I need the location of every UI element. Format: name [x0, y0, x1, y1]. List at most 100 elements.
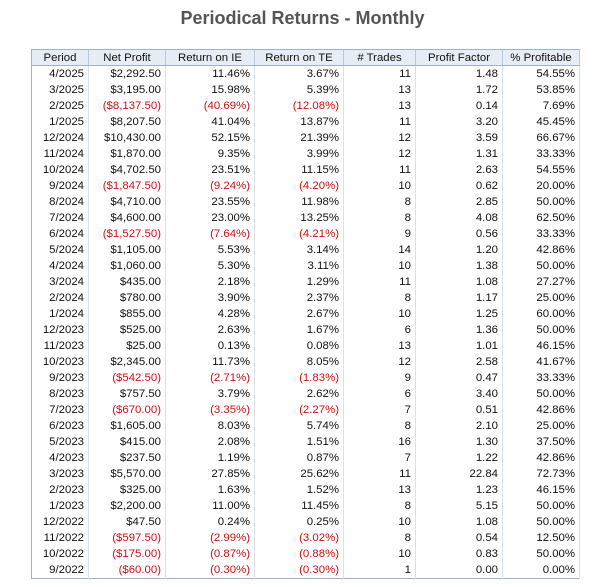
return-on-ie-cell: 0.24% — [165, 514, 255, 530]
percent-profitable-cell: 50.00% — [502, 322, 580, 338]
table-row[interactable]: 9/2024 ($1,847.50) (9.24%) (4.20%) 10 0.62 20.… — [31, 178, 580, 194]
profit-factor-cell: 1.01 — [415, 338, 503, 354]
percent-profitable-cell: 60.00% — [502, 306, 580, 322]
table-row[interactable]: 1/2023 $2,200.00 11.00% 11.45% 8 5.15 50.00% — [31, 498, 580, 514]
table-row[interactable]: 12/2022 $47.50 0.24% 0.25% 10 1.08 50.00% — [31, 514, 580, 530]
return-on-ie-cell: (40.69%) — [165, 98, 255, 114]
table-row[interactable]: 2/2023 $325.00 1.63% 1.52% 13 1.23 46.15% — [31, 482, 580, 498]
trades-cell: 10 — [343, 258, 416, 274]
period-cell: 3/2024 — [31, 274, 89, 290]
table-row[interactable]: 5/2023 $415.00 2.08% 1.51% 16 1.30 37.50% — [31, 434, 580, 450]
profit-factor-cell: 1.25 — [415, 306, 503, 322]
trades-cell: 13 — [343, 482, 416, 498]
trades-cell: 13 — [343, 98, 416, 114]
table-row[interactable]: 4/2024 $1,060.00 5.30% 3.11% 10 1.38 50.00% — [31, 258, 580, 274]
table-row[interactable]: 11/2024 $1,870.00 9.35% 3.99% 12 1.31 33.33% — [31, 146, 580, 162]
percent-profitable-cell: 45.45% — [502, 114, 580, 130]
table-row[interactable]: 3/2023 $5,570.00 27.85% 25.62% 11 22.84 72.73% — [31, 466, 580, 482]
return-on-ie-cell: 2.18% — [165, 274, 255, 290]
return-on-ie-cell: 8.03% — [165, 418, 255, 434]
profit-factor-cell: 1.20 — [415, 242, 503, 258]
period-cell: 7/2023 — [31, 402, 89, 418]
trades-cell: 11 — [343, 466, 416, 482]
table-row[interactable]: 11/2022 ($597.50) (2.99%) (3.02%) 8 0.54 12.50… — [31, 530, 580, 546]
percent-profitable-cell: 50.00% — [502, 258, 580, 274]
profit-factor-cell: 0.00 — [415, 562, 503, 579]
table-row[interactable]: 10/2022 ($175.00) (0.87%) (0.88%) 10 0.83 50.0… — [31, 546, 580, 562]
profit-factor-cell: 1.23 — [415, 482, 503, 498]
net-profit-cell: ($670.00) — [88, 402, 166, 418]
table-row[interactable]: 1/2025 $8,207.50 41.04% 13.87% 11 3.20 45.45% — [31, 114, 580, 130]
table-row[interactable]: 8/2024 $4,710.00 23.55% 11.98% 8 2.85 50.00% — [31, 194, 580, 210]
net-profit-cell: $5,570.00 — [88, 466, 166, 482]
table-row[interactable]: 12/2023 $525.00 2.63% 1.67% 6 1.36 50.00% — [31, 322, 580, 338]
table-row[interactable]: 9/2022 ($60.00) (0.30%) (0.30%) 1 0.00 0.00% — [31, 562, 580, 579]
profit-factor-cell: 1.22 — [415, 450, 503, 466]
percent-profitable-cell: 20.00% — [502, 178, 580, 194]
returns-table-container: Period Net Profit Return on IE Return on… — [31, 49, 580, 579]
percent-profitable-cell: 46.15% — [502, 338, 580, 354]
trades-cell: 8 — [343, 418, 416, 434]
table-row[interactable]: 8/2023 $757.50 3.79% 2.62% 6 3.40 50.00% — [31, 386, 580, 402]
table-row[interactable]: 3/2024 $435.00 2.18% 1.29% 11 1.08 27.27% — [31, 274, 580, 290]
column-header-return-on-te[interactable]: Return on TE — [254, 49, 344, 66]
table-row[interactable]: 5/2024 $1,105.00 5.53% 3.14% 14 1.20 42.86% — [31, 242, 580, 258]
table-row[interactable]: 6/2024 ($1,527.50) (7.64%) (4.21%) 9 0.56 33.3… — [31, 226, 580, 242]
return-on-te-cell: 0.25% — [254, 514, 344, 530]
return-on-te-cell: 11.98% — [254, 194, 344, 210]
table-row[interactable]: 4/2025 $2,292.50 11.46% 3.67% 11 1.48 54.55% — [31, 65, 580, 82]
table-row[interactable]: 9/2023 ($542.50) (2.71%) (1.83%) 9 0.47 33.33% — [31, 370, 580, 386]
profit-factor-cell: 2.63 — [415, 162, 503, 178]
column-header-profit-factor[interactable]: Profit Factor — [415, 49, 503, 66]
return-on-te-cell: 21.39% — [254, 130, 344, 146]
return-on-ie-cell: 5.30% — [165, 258, 255, 274]
column-header-net-profit[interactable]: Net Profit — [88, 49, 166, 66]
column-header-period[interactable]: Period — [31, 49, 89, 66]
net-profit-cell: ($60.00) — [88, 562, 166, 579]
table-row[interactable]: 11/2023 $25.00 0.13% 0.08% 13 1.01 46.15% — [31, 338, 580, 354]
profit-factor-cell: 2.58 — [415, 354, 503, 370]
net-profit-cell: ($542.50) — [88, 370, 166, 386]
column-header-return-on-ie[interactable]: Return on IE — [165, 49, 255, 66]
return-on-te-cell: 3.14% — [254, 242, 344, 258]
return-on-ie-cell: 1.19% — [165, 450, 255, 466]
table-row[interactable]: 7/2024 $4,600.00 23.00% 13.25% 8 4.08 62.50% — [31, 210, 580, 226]
net-profit-cell: $2,200.00 — [88, 498, 166, 514]
net-profit-cell: ($175.00) — [88, 546, 166, 562]
column-header-percent-profitable[interactable]: % Profitable — [502, 49, 580, 66]
return-on-te-cell: 11.15% — [254, 162, 344, 178]
return-on-ie-cell: (0.30%) — [165, 562, 255, 579]
return-on-ie-cell: 2.08% — [165, 434, 255, 450]
return-on-ie-cell: 1.63% — [165, 482, 255, 498]
table-row[interactable]: 10/2024 $4,702.50 23.51% 11.15% 11 2.63 54.55% — [31, 162, 580, 178]
return-on-te-cell: 1.51% — [254, 434, 344, 450]
column-header-trades[interactable]: # Trades — [343, 49, 416, 66]
period-cell: 1/2025 — [31, 114, 89, 130]
table-row[interactable]: 2/2025 ($8,137.50) (40.69%) (12.08%) 13 0.14 7… — [31, 98, 580, 114]
trades-cell: 11 — [343, 162, 416, 178]
table-row[interactable]: 1/2024 $855.00 4.28% 2.67% 10 1.25 60.00% — [31, 306, 580, 322]
percent-profitable-cell: 33.33% — [502, 370, 580, 386]
return-on-ie-cell: 2.63% — [165, 322, 255, 338]
return-on-ie-cell: 11.46% — [165, 65, 255, 82]
return-on-ie-cell: 3.90% — [165, 290, 255, 306]
net-profit-cell: ($1,847.50) — [88, 178, 166, 194]
table-row[interactable]: 2/2024 $780.00 3.90% 2.37% 8 1.17 25.00% — [31, 290, 580, 306]
percent-profitable-cell: 42.86% — [502, 242, 580, 258]
table-row[interactable]: 10/2023 $2,345.00 11.73% 8.05% 12 2.58 41.67% — [31, 354, 580, 370]
trades-cell: 11 — [343, 274, 416, 290]
period-cell: 10/2022 — [31, 546, 89, 562]
table-row[interactable]: 3/2025 $3,195.00 15.98% 5.39% 13 1.72 53.85% — [31, 82, 580, 98]
return-on-ie-cell: (0.87%) — [165, 546, 255, 562]
trades-cell: 10 — [343, 546, 416, 562]
period-cell: 12/2023 — [31, 322, 89, 338]
table-row[interactable]: 4/2023 $237.50 1.19% 0.87% 7 1.22 42.86% — [31, 450, 580, 466]
trades-cell: 6 — [343, 386, 416, 402]
table-row[interactable]: 6/2023 $1,605.00 8.03% 5.74% 8 2.10 25.00% — [31, 418, 580, 434]
table-row[interactable]: 7/2023 ($670.00) (3.35%) (2.27%) 7 0.51 42.86% — [31, 402, 580, 418]
table-row[interactable]: 12/2024 $10,430.00 52.15% 21.39% 12 3.59 66.67… — [31, 130, 580, 146]
trades-cell: 12 — [343, 130, 416, 146]
return-on-te-cell: 25.62% — [254, 466, 344, 482]
period-cell: 5/2023 — [31, 434, 89, 450]
profit-factor-cell: 2.85 — [415, 194, 503, 210]
